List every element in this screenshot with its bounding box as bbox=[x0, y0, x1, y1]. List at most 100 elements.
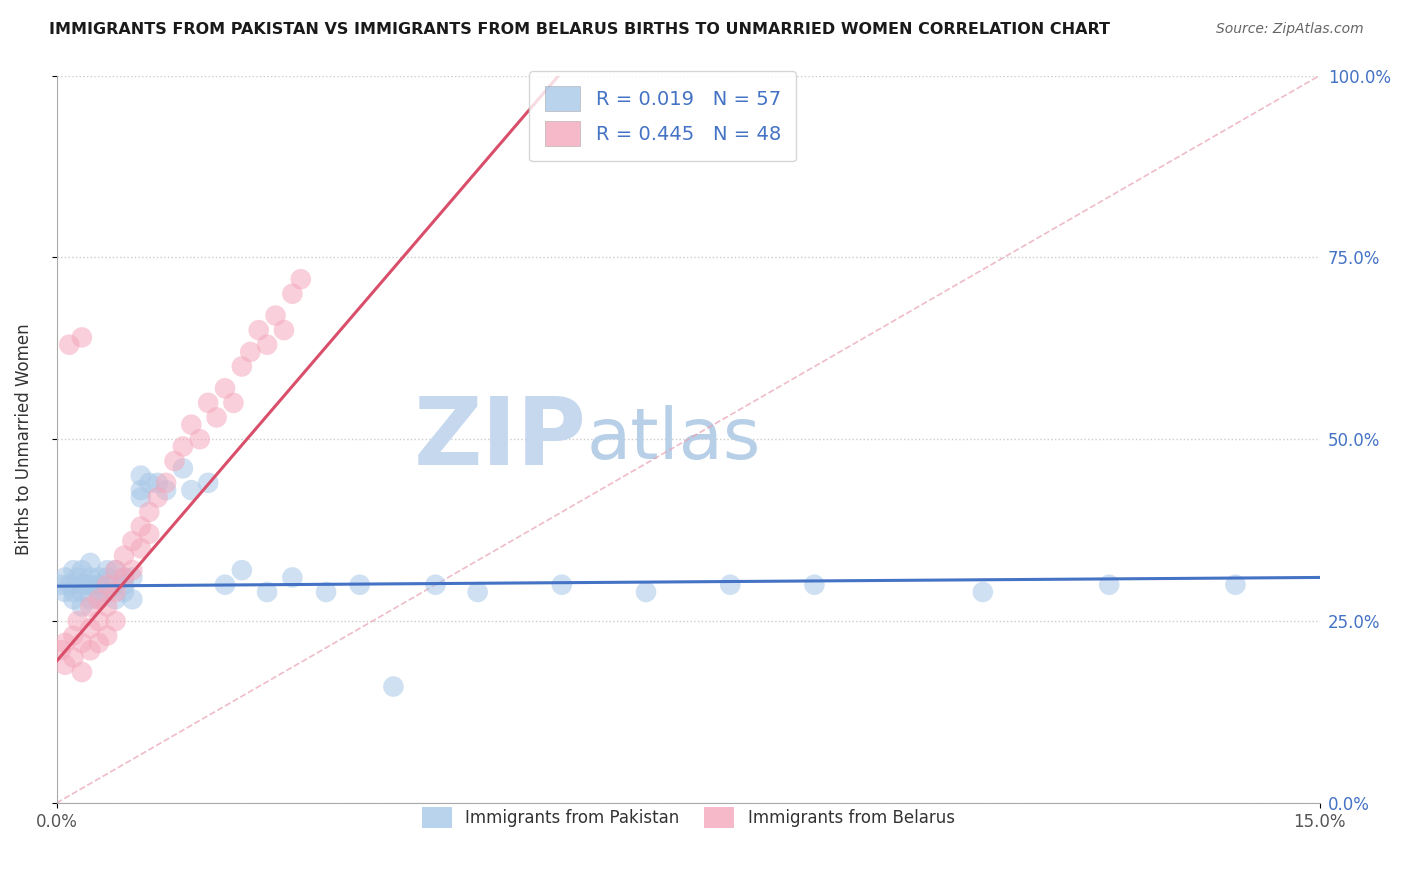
Text: atlas: atlas bbox=[588, 405, 762, 474]
Point bbox=[467, 585, 489, 599]
Point bbox=[87, 570, 110, 584]
Point bbox=[53, 657, 76, 672]
Point bbox=[104, 563, 127, 577]
Point bbox=[972, 585, 994, 599]
Point bbox=[231, 563, 253, 577]
Point bbox=[53, 585, 76, 599]
Point bbox=[75, 578, 97, 592]
Point bbox=[121, 563, 143, 577]
Point bbox=[197, 396, 219, 410]
Point bbox=[163, 454, 186, 468]
Point bbox=[79, 643, 101, 657]
Point bbox=[96, 570, 118, 584]
Point bbox=[214, 381, 236, 395]
Legend: Immigrants from Pakistan, Immigrants from Belarus: Immigrants from Pakistan, Immigrants fro… bbox=[415, 800, 962, 835]
Point bbox=[138, 505, 160, 519]
Point bbox=[382, 680, 405, 694]
Point bbox=[180, 483, 202, 498]
Point bbox=[222, 396, 245, 410]
Point bbox=[188, 432, 211, 446]
Point bbox=[349, 578, 371, 592]
Point bbox=[138, 475, 160, 490]
Point bbox=[62, 585, 84, 599]
Point bbox=[79, 599, 101, 614]
Point bbox=[96, 599, 118, 614]
Point bbox=[155, 483, 177, 498]
Point bbox=[112, 585, 135, 599]
Point bbox=[231, 359, 253, 374]
Point bbox=[281, 570, 304, 584]
Point bbox=[66, 570, 89, 584]
Point bbox=[96, 629, 118, 643]
Point bbox=[87, 592, 110, 607]
Point bbox=[112, 549, 135, 563]
Point bbox=[273, 323, 295, 337]
Point bbox=[70, 330, 93, 344]
Point bbox=[87, 614, 110, 628]
Point bbox=[79, 621, 101, 635]
Point bbox=[180, 417, 202, 432]
Y-axis label: Births to Unmarried Women: Births to Unmarried Women bbox=[15, 324, 32, 555]
Point bbox=[290, 272, 312, 286]
Point bbox=[87, 578, 110, 592]
Point bbox=[129, 541, 152, 556]
Point bbox=[803, 578, 825, 592]
Text: ZIP: ZIP bbox=[415, 393, 588, 485]
Point bbox=[129, 519, 152, 533]
Point bbox=[205, 410, 228, 425]
Point bbox=[129, 491, 152, 505]
Point bbox=[104, 563, 127, 577]
Point bbox=[87, 636, 110, 650]
Point bbox=[104, 614, 127, 628]
Point bbox=[49, 643, 72, 657]
Point bbox=[79, 592, 101, 607]
Point bbox=[247, 323, 270, 337]
Point bbox=[256, 585, 278, 599]
Point bbox=[70, 636, 93, 650]
Point bbox=[129, 483, 152, 498]
Point bbox=[70, 599, 93, 614]
Point bbox=[62, 563, 84, 577]
Point bbox=[264, 309, 287, 323]
Point bbox=[53, 570, 76, 584]
Point bbox=[214, 578, 236, 592]
Point bbox=[96, 578, 118, 592]
Point bbox=[104, 585, 127, 599]
Point bbox=[79, 578, 101, 592]
Point bbox=[62, 592, 84, 607]
Point bbox=[112, 570, 135, 584]
Point bbox=[172, 461, 194, 475]
Point bbox=[58, 578, 80, 592]
Point bbox=[70, 585, 93, 599]
Text: IMMIGRANTS FROM PAKISTAN VS IMMIGRANTS FROM BELARUS BIRTHS TO UNMARRIED WOMEN CO: IMMIGRANTS FROM PAKISTAN VS IMMIGRANTS F… bbox=[49, 22, 1111, 37]
Point bbox=[281, 286, 304, 301]
Point bbox=[104, 578, 127, 592]
Point bbox=[718, 578, 741, 592]
Point bbox=[79, 570, 101, 584]
Point bbox=[53, 636, 76, 650]
Point bbox=[70, 578, 93, 592]
Point bbox=[146, 475, 169, 490]
Point bbox=[197, 475, 219, 490]
Point bbox=[96, 585, 118, 599]
Point bbox=[121, 534, 143, 549]
Point bbox=[58, 337, 80, 351]
Point bbox=[62, 650, 84, 665]
Point bbox=[70, 665, 93, 679]
Point bbox=[256, 337, 278, 351]
Point bbox=[634, 585, 657, 599]
Point bbox=[1225, 578, 1247, 592]
Point bbox=[87, 585, 110, 599]
Point bbox=[66, 614, 89, 628]
Point bbox=[104, 592, 127, 607]
Text: Source: ZipAtlas.com: Source: ZipAtlas.com bbox=[1216, 22, 1364, 37]
Point bbox=[315, 585, 337, 599]
Point bbox=[79, 556, 101, 570]
Point bbox=[138, 526, 160, 541]
Point bbox=[62, 629, 84, 643]
Point bbox=[112, 578, 135, 592]
Point bbox=[112, 570, 135, 584]
Point bbox=[49, 578, 72, 592]
Point bbox=[551, 578, 574, 592]
Point bbox=[87, 592, 110, 607]
